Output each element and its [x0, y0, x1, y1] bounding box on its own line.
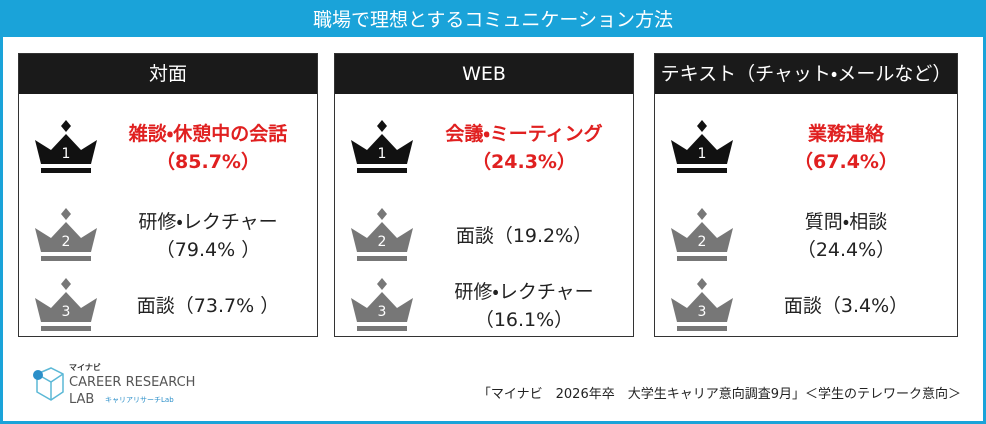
crown-jewel: [377, 120, 387, 132]
item-text: 面談（19.2%）: [425, 206, 623, 266]
crown: 2: [671, 208, 733, 261]
crown-base: [357, 168, 407, 173]
panel: WEB 1 会議・ミーティング （24.3%） 2 面談（19.2%） 3 研修・レクチャー （…: [334, 53, 634, 337]
crown-rank: 2: [62, 234, 71, 250]
logo-dot: [33, 370, 43, 380]
crown-base: [677, 326, 727, 331]
item-line: （24.4%）: [796, 239, 896, 261]
crown: 1: [351, 120, 413, 173]
source: 「マイナビ 2026年卒 大学生キャリア意向調査9月」＜学生のテレワーク意向＞: [477, 387, 961, 402]
item-text: 雑談・休憩中の会話 （85.7%）: [109, 118, 307, 178]
panel-heading: WEB: [335, 54, 633, 94]
crown-rank: 3: [378, 304, 387, 320]
crown-body: [671, 134, 733, 164]
crown-base: [677, 168, 727, 173]
panel: テキスト（チャット・メールなど） 1 業務連絡 （67.4%） 2 質問・相談 （24.4%…: [654, 53, 958, 337]
logo-tag: キャリアリサーチLab: [105, 396, 174, 404]
crown-rank: 2: [698, 234, 707, 250]
crown: 3: [351, 278, 413, 331]
crown-jewel: [697, 208, 707, 220]
item-line: 会議・ミーティング: [445, 123, 603, 145]
rank-item: 3 面談（73.7% ）: [19, 276, 317, 336]
item-line: 研修・レクチャー: [138, 211, 278, 233]
item-text: 面談（73.7% ）: [109, 276, 307, 336]
item-line: 業務連絡: [807, 123, 884, 145]
crown: 1: [671, 120, 733, 173]
item-line: 面談（19.2%）: [455, 225, 593, 247]
crown-body: [671, 292, 733, 322]
logo: マイナビ CAREER RESEARCH LAB キャリアリサーチLab: [33, 362, 195, 407]
crown-jewel: [697, 278, 707, 290]
crown-body: [35, 292, 97, 322]
crown-base: [41, 168, 91, 173]
rank-item: 2 質問・相談 （24.4%）: [655, 206, 957, 266]
crown-jewel: [377, 278, 387, 290]
item-line: 面談（3.4%）: [783, 295, 909, 317]
crown-base: [357, 256, 407, 261]
item-text: 会議・ミーティング （24.3%）: [425, 118, 623, 178]
item-line: （85.7%）: [156, 151, 260, 173]
crown-base: [677, 256, 727, 261]
crown-base: [41, 256, 91, 261]
item-line: 研修・レクチャー: [454, 281, 594, 303]
item-text: 質問・相談 （24.4%）: [745, 206, 947, 266]
item-line: （16.1%）: [474, 309, 574, 331]
crown-body: [35, 222, 97, 252]
item-line: （79.4% ）: [155, 239, 261, 261]
item-text: 研修・レクチャー （16.1%）: [425, 276, 623, 336]
crown: 3: [671, 278, 733, 331]
crown-rank: 1: [698, 146, 707, 162]
crown-body: [351, 134, 413, 164]
item-line: 面談（73.7% ）: [136, 295, 280, 317]
item-text: 研修・レクチャー （79.4% ）: [109, 206, 307, 266]
crown-base: [357, 326, 407, 331]
logo-brand: マイナビ: [69, 362, 101, 372]
crown: 2: [351, 208, 413, 261]
logo-sub: LAB: [69, 392, 94, 407]
crown-base: [41, 326, 91, 331]
item-line: 質問・相談: [804, 211, 888, 233]
crown-body: [35, 134, 97, 164]
crown-jewel: [61, 208, 71, 220]
crown-jewel: [377, 208, 387, 220]
crown-jewel: [697, 120, 707, 132]
crown: 2: [35, 208, 97, 261]
panel-heading: テキスト（チャット・メールなど）: [655, 54, 957, 94]
panel: 対面 1 雑談・休憩中の会話 （85.7%） 2 研修・レクチャー （79.4% ） 3 面談（…: [18, 53, 318, 337]
crown-rank: 3: [698, 304, 707, 320]
crown-jewel: [61, 120, 71, 132]
panel-heading: 対面: [19, 54, 317, 94]
crown-rank: 2: [378, 234, 387, 250]
item-text: 業務連絡 （67.4%）: [745, 118, 947, 178]
crown: 3: [35, 278, 97, 331]
rank-item: 3 研修・レクチャー （16.1%）: [335, 276, 633, 336]
crown-rank: 3: [62, 304, 71, 320]
rank-item: 1 業務連絡 （67.4%）: [655, 118, 957, 178]
rank-item: 3 面談（3.4%）: [655, 276, 957, 336]
rank-item: 1 会議・ミーティング （24.3%）: [335, 118, 633, 178]
rank-item: 2 面談（19.2%）: [335, 206, 633, 266]
item-line: 雑談・休憩中の会話: [128, 123, 288, 145]
crown-rank: 1: [378, 146, 387, 162]
item-line: （24.3%）: [472, 151, 576, 173]
crown-body: [671, 222, 733, 252]
crown-body: [351, 292, 413, 322]
crown: 1: [35, 120, 97, 173]
crown-body: [351, 222, 413, 252]
rank-item: 2 研修・レクチャー （79.4% ）: [19, 206, 317, 266]
item-text: 面談（3.4%）: [745, 276, 947, 336]
logo-name: CAREER RESEARCH: [69, 375, 195, 390]
rank-item: 1 雑談・休憩中の会話 （85.7%）: [19, 118, 317, 178]
item-line: （67.4%）: [794, 151, 898, 173]
crown-jewel: [61, 278, 71, 290]
title: 職場で理想とするコミュニケーション方法: [3, 3, 983, 37]
crown-rank: 1: [62, 146, 71, 162]
